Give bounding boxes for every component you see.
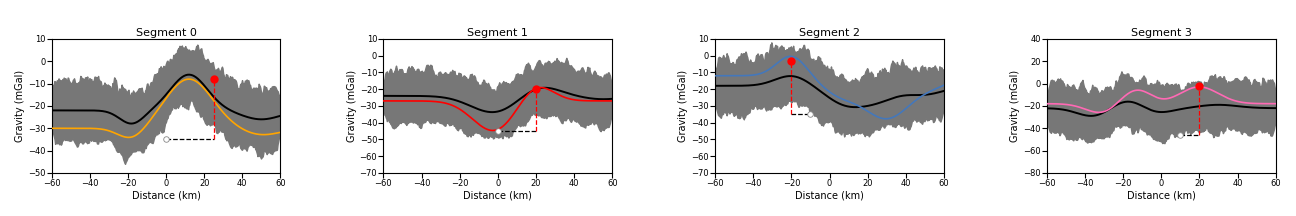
- Title: Segment 3: Segment 3: [1131, 28, 1192, 38]
- Title: Segment 1: Segment 1: [468, 28, 529, 38]
- Y-axis label: Gravity (mGal): Gravity (mGal): [1011, 70, 1020, 142]
- Y-axis label: Gravity (mGal): Gravity (mGal): [16, 70, 25, 142]
- X-axis label: Distance (km): Distance (km): [796, 191, 864, 201]
- Title: Segment 2: Segment 2: [800, 28, 861, 38]
- X-axis label: Distance (km): Distance (km): [1126, 191, 1196, 201]
- X-axis label: Distance (km): Distance (km): [132, 191, 201, 201]
- X-axis label: Distance (km): Distance (km): [464, 191, 533, 201]
- Title: Segment 0: Segment 0: [136, 28, 197, 38]
- Y-axis label: Gravity (mGal): Gravity (mGal): [679, 70, 688, 142]
- Y-axis label: Gravity (mGal): Gravity (mGal): [347, 70, 356, 142]
